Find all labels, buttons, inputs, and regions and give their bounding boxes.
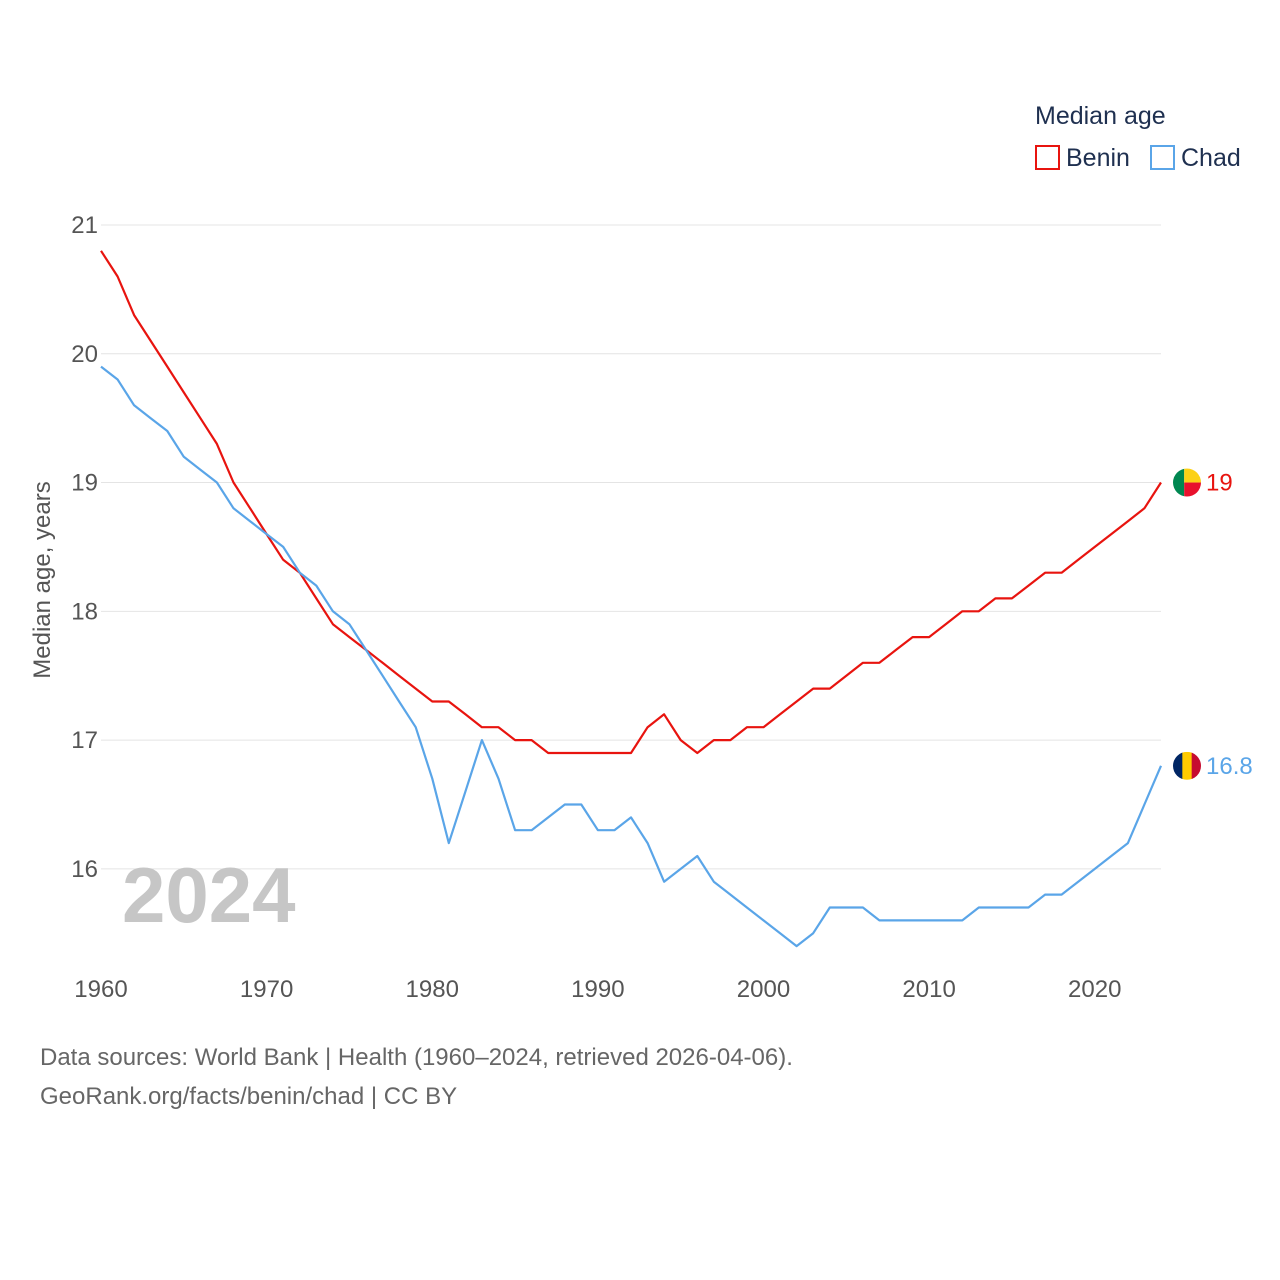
legend-label-benin: Benin bbox=[1066, 144, 1130, 172]
chad-end-value-label: 16.8 bbox=[1206, 753, 1253, 780]
source-link-license[interactable]: GeoRank.org/facts/benin/chad | CC BY bbox=[40, 1083, 458, 1110]
y-tick-label-18: 18 bbox=[71, 598, 98, 625]
x-tick-label-2020: 2020 bbox=[1068, 976, 1121, 1003]
x-tick-label-1960: 1960 bbox=[74, 976, 127, 1003]
x-tick-label-2000: 2000 bbox=[737, 976, 790, 1003]
series-lines bbox=[100, 250, 1163, 948]
series-line-chad bbox=[100, 365, 1163, 948]
gridlines bbox=[101, 224, 1161, 870]
y-tick-label-21: 21 bbox=[71, 212, 98, 239]
y-tick-label-16: 16 bbox=[71, 856, 98, 883]
legend-items: Benin Chad bbox=[1035, 144, 1241, 172]
y-tick-label-19: 19 bbox=[71, 470, 98, 497]
y-tick-label-20: 20 bbox=[71, 341, 98, 368]
x-tick-label-1990: 1990 bbox=[571, 976, 624, 1003]
y-tick-label-17: 17 bbox=[71, 727, 98, 754]
y-axis-ticks: 16 17 18 19 20 21 bbox=[71, 212, 98, 883]
legend-item-chad[interactable]: Chad bbox=[1150, 144, 1241, 172]
x-axis-ticks: 1960 1970 1980 1990 2000 2010 2020 bbox=[74, 976, 1121, 1003]
legend-title: Median age bbox=[1035, 102, 1166, 130]
x-tick-label-1980: 1980 bbox=[406, 976, 459, 1003]
legend-item-benin[interactable]: Benin bbox=[1035, 144, 1130, 172]
legend-swatch-benin bbox=[1035, 145, 1060, 170]
legend: Median age Benin Chad bbox=[1035, 102, 1241, 172]
x-tick-label-2010: 2010 bbox=[902, 976, 955, 1003]
current-year-label: 2024 bbox=[122, 851, 296, 939]
legend-swatch-chad bbox=[1150, 145, 1175, 170]
series-end-markers: 19 16.8 bbox=[1173, 468, 1253, 780]
benin-end-value-label: 19 bbox=[1206, 470, 1233, 497]
series-line-benin bbox=[100, 250, 1162, 755]
x-tick-label-1970: 1970 bbox=[240, 976, 293, 1003]
data-sources-note: Data sources: World Bank | Health (1960–… bbox=[40, 1044, 793, 1071]
legend-label-chad: Chad bbox=[1181, 144, 1241, 172]
chad-flag-icon bbox=[1173, 751, 1201, 780]
y-axis-title: Median age, years bbox=[29, 481, 56, 678]
